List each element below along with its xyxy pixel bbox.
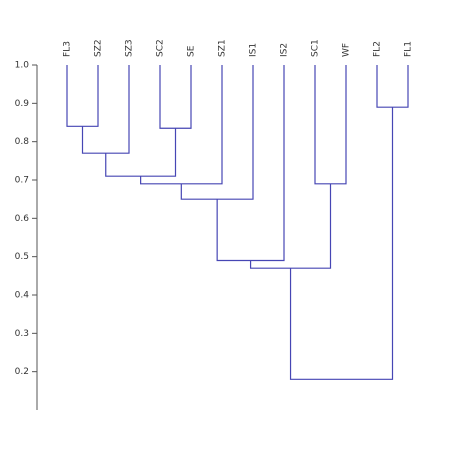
leaf-label: WF: [342, 43, 352, 57]
dendrogram-link: [180, 65, 254, 200]
leaf-label: SE: [187, 45, 197, 57]
leaf-label: SC1: [311, 39, 321, 57]
leaf-label: SC2: [156, 39, 166, 57]
y-tick-label: 0.6: [15, 214, 30, 224]
dendrogram-link: [159, 65, 192, 129]
leaf-label: FL3: [63, 41, 73, 57]
y-tick-label: 0.8: [15, 137, 30, 147]
dendrogram-link: [216, 65, 285, 262]
leaf-label: FL1: [404, 41, 414, 57]
leaf-label: SZ2: [94, 39, 104, 57]
dendrogram-link: [314, 65, 347, 185]
leaf-label: SZ1: [218, 39, 228, 57]
y-tick-label: 0.4: [15, 291, 30, 301]
y-tick-label: 0.2: [15, 367, 29, 377]
dendrogram-link: [376, 65, 409, 108]
dendrogram-link: [249, 183, 332, 269]
y-tick-label: 1.0: [15, 61, 30, 71]
y-tick-label: 0.7: [15, 176, 29, 186]
dendrogram-link: [140, 65, 223, 185]
y-tick-label: 0.5: [15, 252, 29, 262]
dendrogram-link: [289, 107, 394, 380]
dendrogram-link: [81, 65, 130, 154]
leaf-label: IS1: [249, 43, 259, 57]
y-tick-label: 0.3: [15, 329, 29, 339]
y-tick-label: 0.9: [15, 99, 30, 109]
leaf-label: FL2: [373, 41, 383, 57]
dendrogram-link: [105, 128, 177, 177]
leaf-label: SZ3: [125, 39, 135, 57]
leaf-label: IS2: [280, 43, 290, 57]
dendrogram-link: [66, 65, 99, 127]
